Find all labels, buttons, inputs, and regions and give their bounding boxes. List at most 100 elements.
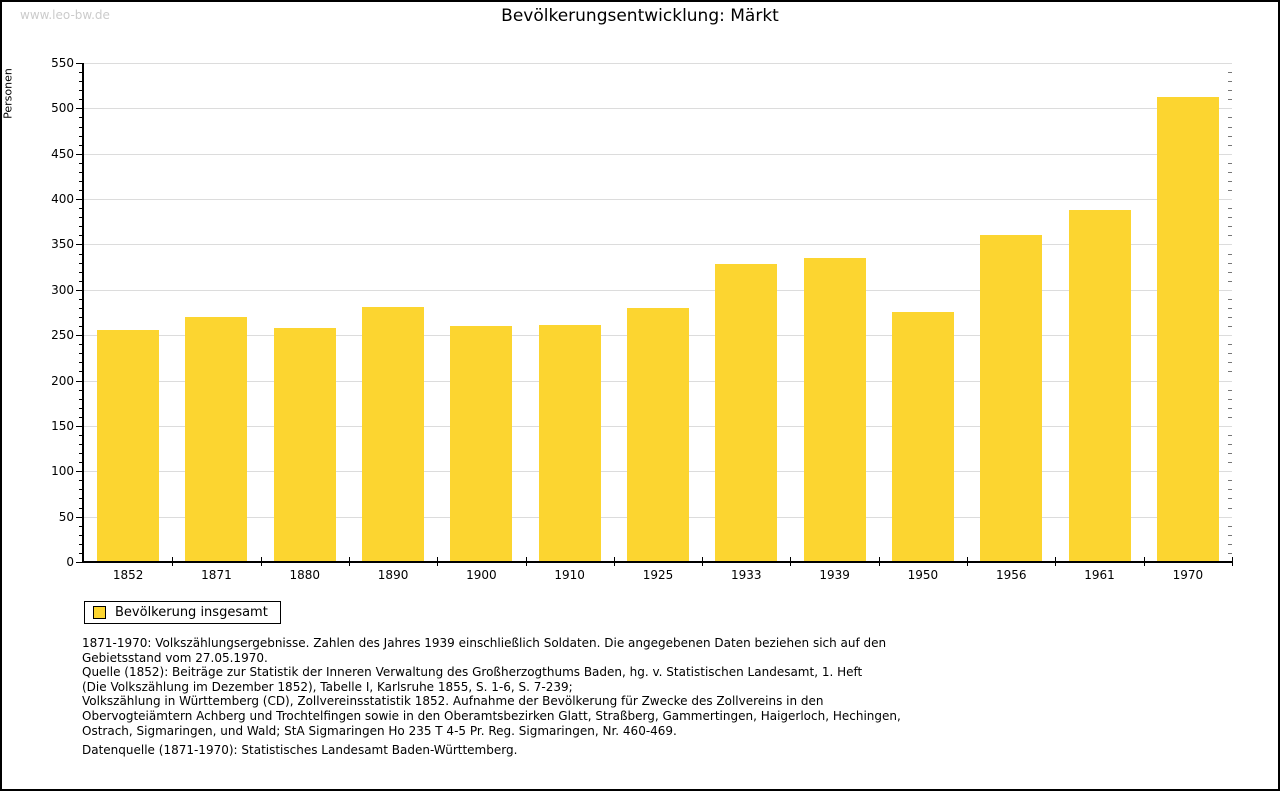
bar-1880 bbox=[273, 327, 336, 562]
y-tick bbox=[79, 90, 83, 92]
y-tick bbox=[79, 262, 83, 264]
y-tick bbox=[79, 407, 83, 409]
y-tick bbox=[79, 72, 83, 74]
y-tick-right bbox=[1228, 262, 1232, 264]
y-tick-right bbox=[1228, 171, 1232, 173]
y-tick bbox=[76, 562, 83, 563]
y-tick-right bbox=[1228, 462, 1232, 464]
bar-1950 bbox=[891, 311, 954, 562]
gridline-450 bbox=[84, 153, 1232, 155]
x-tick bbox=[967, 557, 969, 566]
y-tick bbox=[79, 162, 83, 164]
y-tick bbox=[79, 144, 83, 146]
x-tick bbox=[348, 557, 350, 566]
x-tick-label-1933: 1933 bbox=[731, 568, 762, 582]
y-tick bbox=[76, 199, 83, 201]
y-tick bbox=[76, 425, 83, 427]
y-tick-right bbox=[1228, 525, 1232, 527]
y-tick bbox=[79, 543, 83, 545]
y-axis-line bbox=[82, 63, 84, 563]
x-tick-label-1880: 1880 bbox=[289, 568, 321, 582]
bar-1956 bbox=[980, 235, 1043, 562]
watermark-leo-bw: www.leo-bw.de bbox=[20, 8, 110, 22]
y-tick-right bbox=[1228, 507, 1232, 509]
y-tick bbox=[79, 444, 83, 446]
bar-1933 bbox=[715, 264, 778, 562]
bar-chart: Personen 0 50 100 150 200 250 300 350 400 450 500 5… bbox=[2, 2, 1278, 602]
y-tick-right bbox=[1228, 362, 1232, 364]
y-tick-right bbox=[1228, 235, 1232, 237]
y-tick-right bbox=[1228, 271, 1232, 273]
y-tick-right bbox=[1228, 126, 1232, 128]
y-tick-right bbox=[1228, 444, 1232, 446]
y-tick bbox=[79, 99, 83, 101]
y-tick-label: 400 bbox=[51, 192, 74, 207]
y-tick bbox=[79, 235, 83, 237]
bar-1852 bbox=[97, 329, 160, 562]
y-tick-right bbox=[1228, 353, 1232, 355]
y-tick-label: 100 bbox=[51, 464, 74, 479]
bar-1939 bbox=[803, 258, 866, 562]
x-tick bbox=[878, 557, 880, 566]
y-tick bbox=[79, 389, 83, 391]
y-tick-right bbox=[1228, 217, 1232, 219]
y-tick bbox=[79, 171, 83, 173]
x-tick-label-1939: 1939 bbox=[819, 568, 850, 582]
y-tick-right bbox=[1228, 344, 1232, 346]
y-tick-label: 50 bbox=[58, 509, 74, 524]
y-tick bbox=[79, 353, 83, 355]
y-tick-right bbox=[1228, 489, 1232, 491]
y-tick bbox=[76, 289, 83, 291]
y-tick bbox=[79, 398, 83, 400]
gridline-350 bbox=[84, 244, 1232, 246]
y-tick bbox=[76, 471, 83, 473]
y-tick-label: 300 bbox=[51, 282, 74, 297]
bar-1925 bbox=[627, 307, 689, 562]
x-tick bbox=[1232, 557, 1233, 566]
y-tick bbox=[76, 335, 83, 337]
y-tick-right bbox=[1228, 434, 1232, 436]
bar-1890 bbox=[362, 307, 425, 562]
y-tick bbox=[76, 244, 83, 246]
x-tick-label-1925: 1925 bbox=[642, 568, 674, 582]
y-tick bbox=[79, 362, 83, 364]
y-tick bbox=[79, 416, 83, 418]
footnotes: 1871-1970: Volkszählungsergebnisse. Zahl… bbox=[82, 636, 901, 738]
x-tick bbox=[702, 557, 704, 566]
gridline-300 bbox=[84, 289, 1232, 291]
bar-1961 bbox=[1068, 209, 1131, 562]
y-tick bbox=[79, 462, 83, 464]
y-tick bbox=[79, 253, 83, 255]
y-tick-right bbox=[1228, 226, 1232, 228]
y-tick-right bbox=[1228, 534, 1232, 536]
x-tick bbox=[1055, 557, 1057, 566]
gridline-500 bbox=[84, 108, 1232, 110]
y-tick bbox=[79, 498, 83, 500]
y-tick-right bbox=[1228, 190, 1232, 192]
y-tick-right bbox=[1228, 552, 1232, 554]
x-tick bbox=[525, 557, 527, 566]
y-tick bbox=[76, 108, 83, 110]
plot-area bbox=[84, 63, 1232, 562]
y-tick-right bbox=[1228, 326, 1232, 328]
y-tick bbox=[79, 371, 83, 373]
y-tick bbox=[79, 217, 83, 219]
x-tick-label-1956: 1956 bbox=[995, 568, 1027, 582]
y-tick-right bbox=[1228, 180, 1232, 182]
y-tick-label: 450 bbox=[51, 146, 74, 161]
bar-1900 bbox=[450, 326, 513, 562]
y-tick-label: 0 bbox=[66, 555, 74, 569]
y-tick bbox=[79, 208, 83, 210]
y-tick-right bbox=[1228, 135, 1232, 137]
y-tick-right bbox=[1228, 253, 1232, 255]
y-tick-right bbox=[1228, 398, 1232, 400]
y-tick bbox=[79, 298, 83, 300]
y-tick-right bbox=[1228, 453, 1232, 455]
y-tick-right bbox=[1228, 317, 1232, 319]
legend-swatch-icon bbox=[93, 606, 106, 619]
chart-title: Bevölkerungsentwicklung: Märkt bbox=[501, 6, 779, 26]
bar-1871 bbox=[185, 317, 248, 562]
x-tick bbox=[437, 557, 439, 566]
y-tick bbox=[79, 117, 83, 119]
